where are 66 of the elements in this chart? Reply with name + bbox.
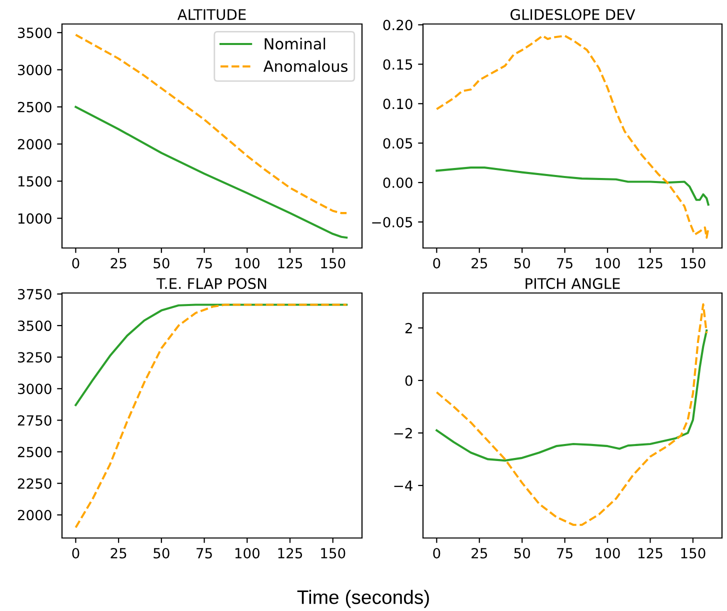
chart-title: ALTITUDE — [177, 9, 246, 20]
x-tick-label: 100 — [596, 548, 620, 558]
y-tick-label: 1000 — [18, 213, 52, 224]
legend-label: Anomalous — [263, 60, 348, 72]
y-tick-label: 3000 — [18, 384, 52, 394]
line-series — [74, 106, 348, 239]
line-series — [436, 303, 708, 526]
x-tick-label: 75 — [196, 258, 212, 268]
y-tick-label: 0.10 — [383, 98, 412, 110]
chart-title: PITCH ANGLE — [526, 278, 620, 290]
y-tick-label: 3500 — [18, 28, 52, 38]
y-tick-label: 2250 — [18, 478, 52, 489]
y-tick-label: 2 — [405, 322, 412, 334]
x-tick-label: 25 — [472, 258, 488, 268]
y-tick-label: 0 — [405, 375, 412, 386]
x-tick-label: 75 — [557, 258, 572, 268]
y-tick-label: −0.05 — [372, 216, 412, 228]
y-tick-label: 0.15 — [383, 59, 412, 70]
x-tick-label: 0 — [72, 258, 80, 268]
x-tick-label: 150 — [321, 258, 346, 268]
line-series — [74, 34, 348, 214]
x-tick-label: 125 — [278, 548, 302, 558]
line-series — [74, 304, 348, 529]
x-tick-label: 125 — [638, 548, 662, 558]
line-series — [436, 34, 710, 239]
x-tick-label: 100 — [235, 258, 260, 268]
y-tick-label: 0.20 — [383, 20, 412, 30]
x-tick-label: 0 — [72, 548, 80, 558]
line-series — [436, 166, 710, 206]
y-tick-label: 2000 — [18, 510, 52, 520]
x-tick-label: 50 — [154, 258, 170, 268]
x-tick-label: 75 — [557, 548, 572, 558]
y-tick-label: 3250 — [18, 352, 52, 363]
line-series — [436, 330, 708, 462]
x-tick-label: 0 — [433, 258, 440, 268]
y-tick-label: 2500 — [18, 446, 52, 458]
x-tick-label: 150 — [681, 548, 706, 558]
x-tick-label: 150 — [321, 548, 346, 558]
x-tick-label: 150 — [681, 258, 706, 268]
y-tick-label: 1500 — [18, 176, 52, 187]
y-tick-label: 2500 — [18, 102, 52, 112]
y-tick-label: −4 — [394, 480, 412, 491]
x-tick-label: 50 — [154, 548, 170, 558]
y-tick-label: 3500 — [18, 320, 52, 332]
y-tick-label: 2750 — [18, 415, 52, 426]
chart-title: GLIDESLOPE DEV — [510, 9, 636, 20]
y-tick-label: 0.05 — [383, 138, 412, 149]
text: Time (seconds) — [297, 590, 429, 608]
legend-label: Nominal — [264, 38, 326, 50]
x-tick-label: 100 — [596, 258, 620, 268]
y-tick-label: 3000 — [18, 64, 52, 76]
chart-title: T.E. FLAP POSN — [156, 278, 266, 290]
y-tick-label: 0.00 — [383, 178, 412, 188]
x-tick-label: 50 — [514, 258, 530, 268]
x-tick-label: 50 — [514, 548, 530, 558]
x-tick-label: 125 — [278, 258, 302, 268]
x-tick-label: 75 — [196, 548, 212, 558]
y-tick-label: 3750 — [18, 288, 52, 300]
x-tick-label: 100 — [235, 548, 260, 558]
x-tick-label: 0 — [433, 548, 440, 558]
x-tick-label: 25 — [110, 258, 126, 268]
y-tick-label: 2000 — [18, 138, 52, 150]
x-tick-label: 125 — [638, 258, 662, 268]
x-tick-label: 25 — [110, 548, 126, 558]
x-tick-label: 25 — [472, 548, 488, 558]
y-tick-label: −2 — [394, 428, 412, 438]
